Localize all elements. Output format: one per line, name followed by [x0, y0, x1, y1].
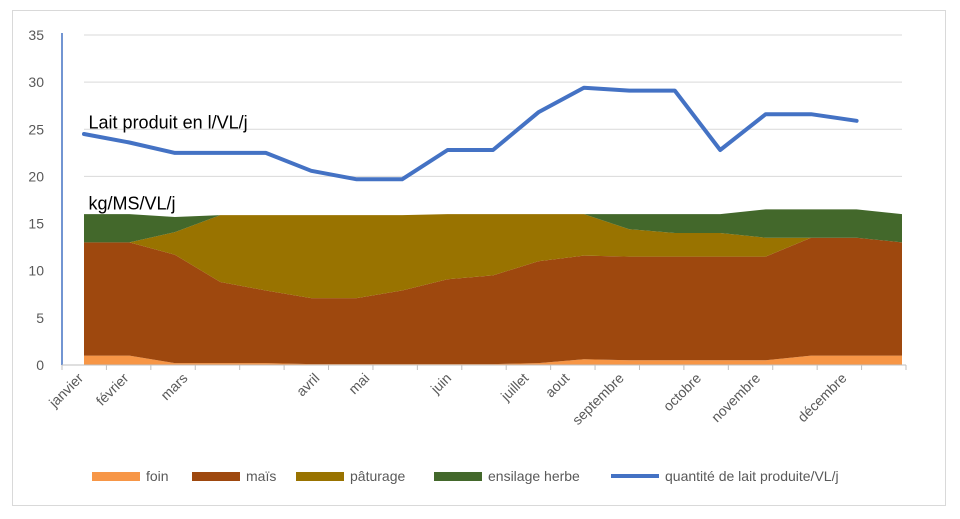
y-tick-label-7: 35 [28, 27, 44, 43]
legend-label-0: foin [146, 468, 169, 484]
annotation-0: Lait produit en l/VL/j [89, 112, 248, 132]
annotation-1: kg/MS/VL/j [89, 193, 176, 213]
y-tick-label-1: 5 [36, 310, 44, 326]
legend-swatch-2 [296, 471, 344, 481]
y-tick-label-6: 30 [28, 74, 44, 90]
x-tick-label-7: aout [542, 370, 573, 401]
stacked-areas [84, 209, 902, 365]
legend-item-0: foin [92, 468, 169, 484]
lait-chart: 0 5 10 15 20 25 30 35 janvier février mars avril mai… [28, 27, 907, 428]
legend-item-2: pâturage [296, 468, 405, 484]
x-tick-label-1: février [93, 370, 132, 409]
y-tick-label-4: 20 [28, 168, 44, 184]
milk-line [82, 85, 859, 182]
x-tick-label-6: juillet [497, 370, 532, 405]
area-series-2 [84, 214, 902, 299]
legend-swatch-4 [611, 474, 659, 478]
x-tick-label-3: avril [293, 370, 322, 399]
legend-swatch-0 [92, 471, 140, 481]
x-tick-label-2: mars [157, 370, 190, 403]
line-series-0 [82, 85, 859, 182]
legend-label-2: pâturage [350, 468, 406, 484]
annotations: Lait produit en l/VL/j kg/MS/VL/j [89, 112, 248, 213]
area-series-1 [84, 237, 902, 365]
y-tick-label-3: 15 [28, 216, 44, 232]
area-series-3 [84, 209, 902, 243]
legend-label-1: maïs [246, 468, 277, 484]
legend-label-3: ensilage herbe [488, 468, 580, 484]
x-tick-label-9: octobre [660, 370, 704, 414]
area-series-0 [84, 355, 902, 365]
x-tick-label-4: mai [345, 370, 372, 397]
legend-item-1: maïs [192, 468, 276, 484]
chart-legend: foin maïs pâturage ensilage herbe quantité d… [0, 468, 960, 492]
y-tick-label-0: 0 [36, 357, 44, 373]
legend-swatch-1 [192, 471, 240, 481]
legend-item-3: ensilage herbe [434, 468, 580, 484]
chart-frame [12, 10, 946, 506]
legend-item-4: quantité de lait produite/VL/j [611, 468, 839, 484]
legend-label-4: quantité de lait produite/VL/j [665, 468, 839, 484]
x-tick-label-0: janvier [45, 370, 86, 411]
x-tick-label-8: septembre [569, 370, 627, 428]
x-tick-label-11: décembre [794, 370, 849, 425]
x-tick-label-5: juin [427, 370, 454, 397]
x-tick-label-10: novembre [708, 370, 763, 425]
legend-swatch-3 [434, 471, 482, 481]
y-tick-label-5: 25 [28, 121, 44, 137]
y-tick-label-2: 10 [28, 263, 44, 279]
